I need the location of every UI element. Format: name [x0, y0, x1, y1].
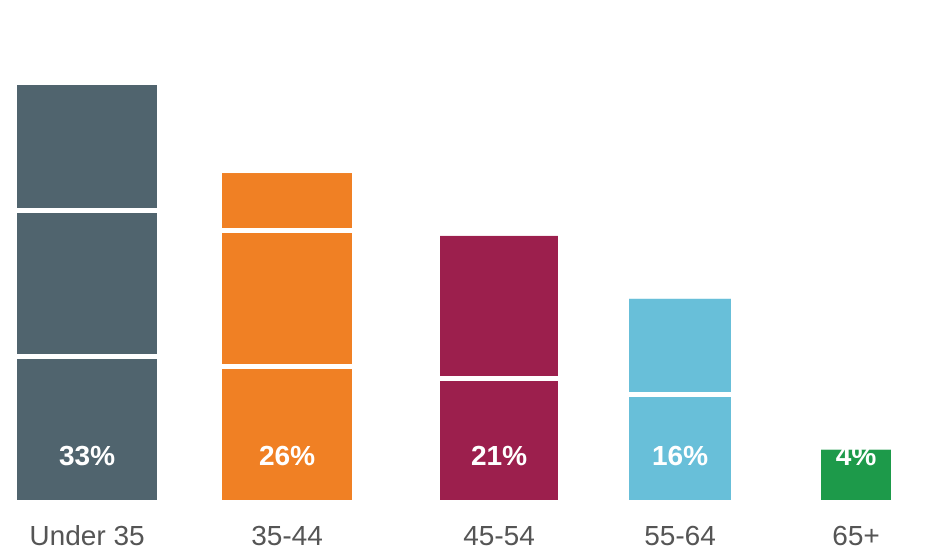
- block-gap: [627, 392, 733, 397]
- bar: [222, 173, 352, 500]
- block-gap: [15, 208, 159, 213]
- category-label: Under 35: [29, 520, 144, 551]
- value-label: 26%: [259, 440, 315, 471]
- bar: [17, 85, 157, 500]
- bar: [821, 449, 891, 500]
- category-label: 55-64: [644, 520, 716, 551]
- block-gap: [438, 376, 560, 381]
- value-label: 4%: [836, 440, 877, 471]
- block-gap: [15, 354, 159, 359]
- bar: [629, 298, 731, 500]
- category-label: 35-44: [251, 520, 323, 551]
- block-gap: [220, 364, 354, 369]
- category-label: 45-54: [463, 520, 535, 551]
- block-gap: [220, 228, 354, 233]
- bar: [440, 235, 558, 500]
- category-label: 65+: [832, 520, 880, 551]
- value-label: 16%: [652, 440, 708, 471]
- value-label: 33%: [59, 440, 115, 471]
- value-label: 21%: [471, 440, 527, 471]
